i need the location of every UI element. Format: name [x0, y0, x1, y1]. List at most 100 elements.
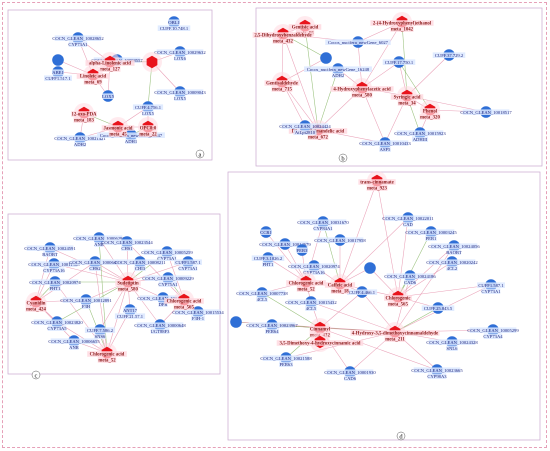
gene-node[interactable]: CUFF.25.843.5: [421, 302, 455, 314]
node-label-bg: [50, 338, 98, 344]
gene-node[interactable]: COCN_GLEAN_10017958: [314, 234, 366, 246]
metabolite-node[interactable]: 3,5-Dimethoxy-4-hydroxycinnamic acid: [276, 332, 364, 352]
node-label-bg: [178, 265, 198, 271]
gene-node[interactable]: [52, 54, 64, 66]
node-label: CUFF.37.729.2: [435, 53, 464, 58]
node-label-bg: [87, 351, 127, 357]
node-label: LOX5: [142, 111, 154, 116]
node-label-bg: [125, 138, 137, 144]
node-label-bg: [390, 26, 414, 32]
gene-node[interactable]: [230, 316, 242, 328]
node-label-bg: [287, 299, 335, 305]
gene-node[interactable]: COCN_GLEAN_10018517: [460, 106, 512, 118]
network-edge: [339, 180, 378, 285]
gene-node[interactable]: PER3: [296, 244, 308, 256]
node-label: trans-cinnamate: [360, 181, 394, 186]
node-label-bg: [43, 251, 57, 257]
gene-node[interactable]: CUFF.37.729.2: [432, 49, 466, 61]
metabolite-node[interactable]: [142, 52, 162, 72]
gene-node[interactable]: LOX5: [102, 90, 115, 102]
gene-node[interactable]: CUFF.4.466.1: [346, 286, 378, 298]
node-label-bg: [303, 269, 325, 275]
gene-node[interactable]: [320, 52, 332, 64]
node-label-bg: [56, 135, 104, 141]
gene-node[interactable]: CUFF.17.750.1: [382, 56, 416, 68]
gene-node[interactable]: CCR1: [260, 226, 272, 238]
blue-circle-node-icon: [230, 316, 242, 328]
gene-node[interactable]: Cocos_nucifera_newGene_6027: [325, 36, 391, 48]
gene-node[interactable]: COCN_GLEAN_10014679: [259, 238, 311, 250]
node-label-bg: [25, 300, 47, 306]
metabolite-node[interactable]: 4-Hydroxy-3,5-dimethoxycinnamaldehydemet…: [350, 322, 440, 343]
node-label: COCN_GLEAN_10029632: [154, 50, 206, 55]
gene-node[interactable]: [364, 262, 376, 274]
node-label-bg: [143, 249, 191, 255]
